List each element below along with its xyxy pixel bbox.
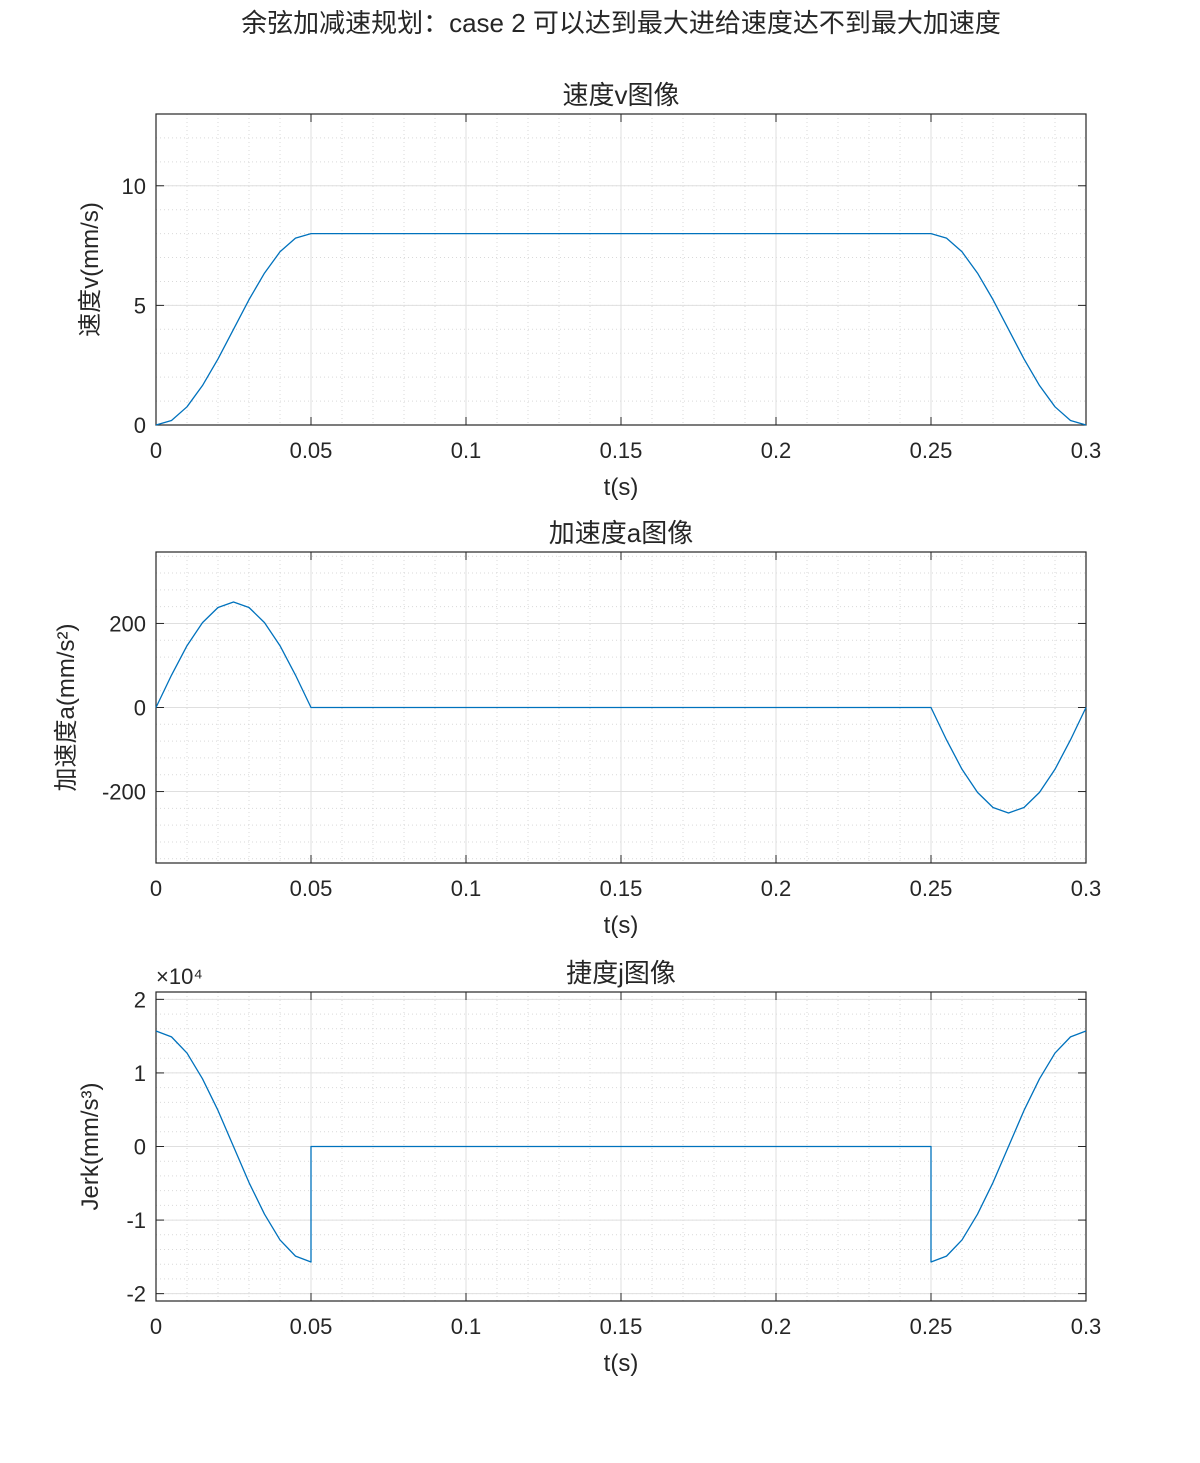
x-tick-label: 0 [150,438,162,463]
x-axis-label: t(s) [604,1350,639,1377]
y-tick-label: 2 [134,987,146,1012]
series-line-1 [155,1030,1087,1263]
x-tick-label: 0.3 [1071,876,1102,901]
y-tick-label: 0 [134,413,146,438]
series-line-1 [155,232,1087,426]
x-tick-label: 0.1 [451,876,482,901]
y-tick-label: 200 [109,611,146,636]
x-tick-label: 0.25 [910,876,953,901]
x-tick-label: 0.1 [451,1314,482,1339]
subplot-3: 0 0.05 0.1 0.15 0.2 0.25 0.3 -2 -1 0 1 2 捷度j图像 t(s) Je… [77,958,1101,1377]
x-tick-label: 0.05 [290,876,333,901]
y-tick-label: -2 [126,1282,146,1307]
x-tick-label: 0 [150,876,162,901]
x-tick-label: 0.2 [761,876,792,901]
x-tick-label: 0.05 [290,438,333,463]
x-tick-label: 0.25 [910,1314,953,1339]
x-tick-label: 0.2 [761,438,792,463]
x-tick-label: 0.2 [761,1314,792,1339]
y-axis-exponent: ×10⁴ [156,964,203,989]
x-tick-label: 0.1 [451,438,482,463]
y-tick-label: 10 [122,174,146,199]
subplot-2: 0 0.05 0.1 0.15 0.2 0.25 0.3 -200 0 200 加速度a图像 t(s)… [53,518,1101,939]
subplot-title: 加速度a图像 [549,518,693,548]
y-tick-label: 5 [134,293,146,318]
x-tick-label: 0.25 [910,438,953,463]
x-tick-label: 0.05 [290,1314,333,1339]
subplots: 0 0.05 0.1 0.15 0.2 0.25 0.30510速度v图像t(s)速度v(m… [53,80,1101,1377]
figure-suptitle: 余弦加减速规划：case 2 可以达到最大进给速度达不到最大加速度 [241,8,1001,38]
x-tick-label: 0.3 [1071,1314,1102,1339]
x-tick-label: 0.15 [600,1314,643,1339]
subplot-1: 0 0.05 0.1 0.15 0.2 0.25 0.3 0 5 10 速度v图像 t(s) 速度v(m… [77,80,1101,501]
subplot-title: 捷度j图像 [566,958,676,988]
y-axis-label: 加速度a(mm/s²) [53,624,80,792]
x-axis-label: t(s) [604,912,639,939]
y-tick-label: 0 [134,696,146,721]
y-tick-label: 1 [134,1061,146,1086]
x-tick-label: 0.3 [1071,438,1102,463]
x-axis-label: t(s) [604,474,639,501]
y-tick-label: -200 [102,780,146,805]
series-line-1 [155,601,1087,814]
x-tick-label: 0.15 [600,438,643,463]
y-axis-label: 速度v(mm/s) [77,202,104,337]
x-tick-label: 0 [150,1314,162,1339]
subplot-title: 速度v图像 [562,80,679,110]
x-tick-label: 0.15 [600,876,643,901]
y-tick-label: 0 [134,1135,146,1160]
y-axis-label: Jerk(mm/s³) [77,1083,104,1211]
y-tick-label: -1 [126,1208,146,1233]
